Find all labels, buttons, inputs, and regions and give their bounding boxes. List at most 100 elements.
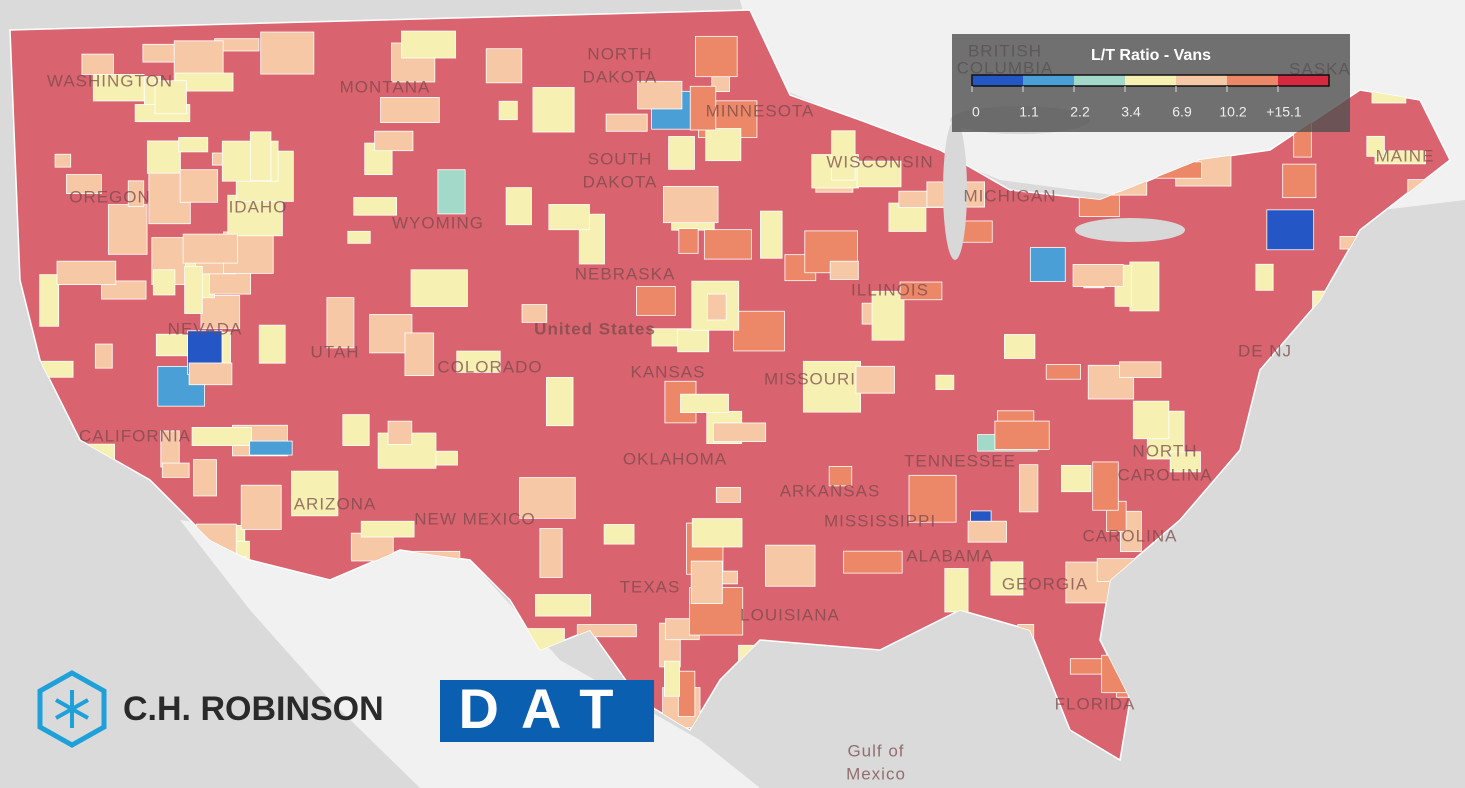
region <box>990 561 1024 596</box>
region <box>1374 150 1427 165</box>
region <box>843 550 903 574</box>
legend-swatch <box>1074 75 1125 86</box>
map-label: OKLAHOMA <box>623 449 727 468</box>
map-labels: WASHINGTON OREGON IDAHO MONTANA NORTH DAKOTA S… <box>47 41 1435 783</box>
legend-tick-label: +15.1 <box>1266 104 1302 120</box>
region <box>689 85 717 131</box>
region <box>1060 464 1092 493</box>
map-label: MINNESOTA <box>706 101 815 120</box>
region <box>733 310 785 352</box>
region <box>908 474 957 523</box>
region <box>695 35 738 78</box>
region <box>680 393 729 414</box>
legend-swatch <box>1176 75 1227 86</box>
region <box>548 204 590 231</box>
region <box>1092 461 1119 511</box>
region <box>1069 658 1106 675</box>
map-label: DE NJ <box>1238 341 1292 360</box>
region <box>380 96 440 123</box>
region <box>326 297 355 349</box>
map-label: MAINE <box>1376 146 1435 165</box>
region <box>603 524 635 545</box>
legend-tick-label: 3.4 <box>1121 104 1141 120</box>
region <box>498 100 518 121</box>
map-label: NORTH <box>1132 441 1197 460</box>
map-label: KANSAS <box>631 362 706 381</box>
region <box>691 518 743 548</box>
logo-text: C.H. ROBINSON <box>123 690 384 728</box>
region <box>1072 264 1124 287</box>
legend-swatch <box>1227 75 1278 86</box>
region <box>107 204 148 255</box>
region <box>1129 261 1160 312</box>
map-label: ILLINOIS <box>851 280 929 299</box>
region <box>184 265 203 314</box>
region <box>404 332 435 377</box>
legend-tick-label: 6.9 <box>1172 104 1192 120</box>
region <box>637 80 683 110</box>
map-label: MISSISSIPPI <box>824 511 936 530</box>
legend-swatch <box>1125 75 1176 86</box>
map-label: Mexico <box>846 764 906 783</box>
region <box>54 153 72 168</box>
region <box>258 324 286 364</box>
region <box>191 427 253 446</box>
region <box>410 269 468 307</box>
legend-tick-label: 1.1 <box>1019 104 1039 120</box>
map-label: TENNESSEE <box>904 451 1016 470</box>
region <box>871 290 905 341</box>
map-label: LOUISIANA <box>740 605 840 624</box>
region <box>829 260 859 280</box>
region <box>437 169 466 215</box>
region <box>188 362 233 386</box>
region <box>1045 364 1081 380</box>
region <box>663 660 681 697</box>
map-label: NEVADA <box>168 319 243 338</box>
region <box>539 528 563 578</box>
region <box>92 74 145 102</box>
region <box>240 484 282 530</box>
map-label: ALABAMA <box>906 546 993 565</box>
legend-swatch <box>972 75 1023 86</box>
lake <box>943 120 967 260</box>
region <box>342 414 370 446</box>
map-label: NEW MEXICO <box>414 509 535 528</box>
region <box>994 420 1050 450</box>
region <box>353 197 398 216</box>
region <box>485 48 523 84</box>
logo-text: DAT <box>459 677 636 740</box>
region <box>967 520 1007 543</box>
region <box>182 233 238 264</box>
region <box>935 374 955 390</box>
region <box>636 286 676 316</box>
region <box>535 594 592 617</box>
region <box>152 269 176 296</box>
region <box>1366 135 1385 157</box>
region <box>703 229 752 260</box>
map-label: United States <box>534 319 656 338</box>
logo-box <box>440 680 654 742</box>
legend-title: L/T Ratio - Vans <box>1091 47 1211 64</box>
region <box>1169 451 1201 473</box>
region <box>855 365 895 394</box>
region <box>249 131 272 182</box>
region <box>347 230 371 244</box>
region <box>532 87 575 133</box>
region <box>94 343 113 369</box>
legend-bar: 0 1.1 2.2 3.4 6.9 10.2 +15.1 <box>971 74 1330 120</box>
map-label: WASHINGTON <box>47 71 173 90</box>
region <box>154 80 187 115</box>
region <box>1255 263 1274 291</box>
region <box>677 329 710 353</box>
region <box>521 304 548 323</box>
legend-tick-label: 10.2 <box>1219 104 1246 120</box>
legend-tick-label: 2.2 <box>1070 104 1090 120</box>
map-label: WISCONSIN <box>826 152 933 171</box>
map-label: DAKOTA <box>583 67 658 86</box>
region <box>831 130 856 181</box>
region <box>56 260 117 285</box>
region <box>39 274 60 327</box>
map-label: IDAHO <box>229 197 288 216</box>
map-label: Gulf of <box>847 741 904 760</box>
